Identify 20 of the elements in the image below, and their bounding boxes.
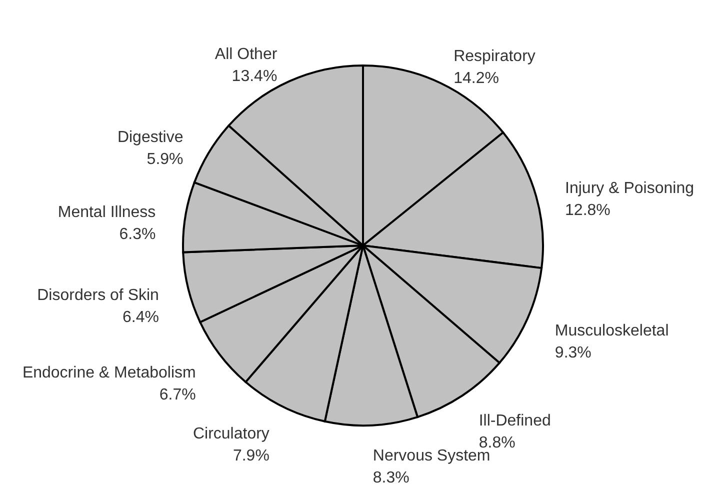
data-label: 14.2% [454, 70, 499, 88]
data-label: 8.3% [372, 469, 410, 486]
slice-label: Musculoskeletal [554, 322, 669, 340]
data-label: 9.3% [554, 344, 592, 362]
slice-label: Digestive [117, 128, 184, 146]
slice-label: Endocrine & Metabolism [22, 364, 196, 382]
slice-label: Respiratory [454, 48, 536, 66]
slice-label: Injury & Poisoning [565, 180, 694, 198]
data-label: 6.3% [119, 226, 156, 243]
slice-label: Disorders of Skin [37, 287, 159, 304]
data-label: 6.7% [159, 386, 196, 404]
data-label: 7.9% [232, 448, 270, 464]
data-label: 5.9% [146, 150, 184, 168]
slice-label: Ill-Defined [478, 412, 551, 430]
slice-label: All Other [214, 46, 278, 63]
data-label: 12.8% [565, 202, 610, 220]
data-label: 13.4% [232, 68, 278, 85]
slice-label: Circulatory [192, 426, 270, 442]
data-label: 6.4% [122, 309, 159, 326]
slice-label: Mental Illness [58, 204, 156, 221]
